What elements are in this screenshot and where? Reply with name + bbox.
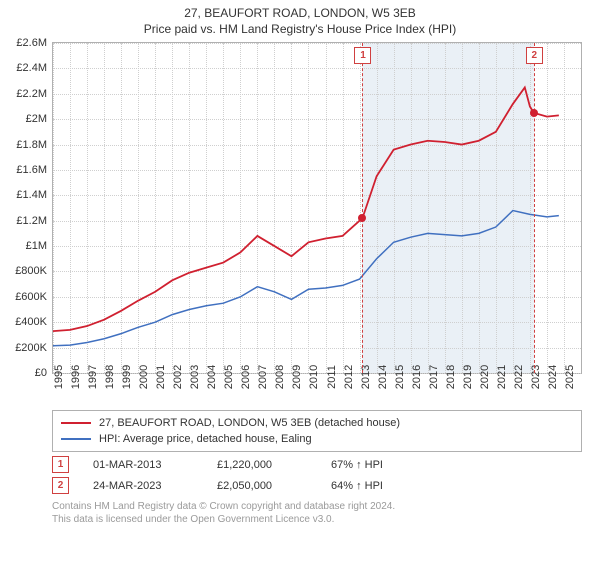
event-number-box: 2 [52,477,69,494]
footer-line-1: Contains HM Land Registry data © Crown c… [52,500,582,513]
series-line [53,211,559,346]
page-subtitle: Price paid vs. HM Land Registry's House … [0,22,600,36]
event-data-row: 2 24-MAR-2023 £2,050,000 64% ↑ HPI [52,477,582,494]
y-axis-label: £2.2M [16,88,47,100]
event-line [534,43,535,373]
y-axis-label: £1.8M [16,139,47,151]
y-axis-label: £1.4M [16,189,47,201]
y-axis-label: £0 [35,367,47,379]
event-data-row: 1 01-MAR-2013 £1,220,000 67% ↑ HPI [52,456,582,473]
y-axis-label: £1.6M [16,164,47,176]
legend-label: 27, BEAUFORT ROAD, LONDON, W5 3EB (detac… [99,417,400,429]
event-dot [530,109,538,117]
y-axis-label: £2.4M [16,62,47,74]
legend-swatch [61,438,91,440]
legend: 27, BEAUFORT ROAD, LONDON, W5 3EB (detac… [52,410,582,452]
event-date: 24-MAR-2023 [93,480,193,492]
event-delta: 64% ↑ HPI [331,480,383,492]
y-axis-label: £800K [15,265,47,277]
event-marker-box: 1 [354,47,371,64]
page-title: 27, BEAUFORT ROAD, LONDON, W5 3EB [0,6,600,20]
legend-item: HPI: Average price, detached house, Eali… [61,431,573,447]
legend-label: HPI: Average price, detached house, Eali… [99,433,312,445]
event-line [362,43,363,373]
event-price: £1,220,000 [217,459,307,471]
chart-lines [53,43,581,373]
y-axis-label: £1.2M [16,215,47,227]
legend-item: 27, BEAUFORT ROAD, LONDON, W5 3EB (detac… [61,415,573,431]
event-price: £2,050,000 [217,480,307,492]
footer-text: Contains HM Land Registry data © Crown c… [52,500,582,526]
series-line [53,87,559,331]
y-axis-label: £600K [15,291,47,303]
event-dot [358,214,366,222]
y-axis-label: £2M [26,113,47,125]
footer-line-2: This data is licensed under the Open Gov… [52,513,582,526]
event-delta: 67% ↑ HPI [331,459,383,471]
price-chart: £0£200K£400K£600K£800K£1M£1.2M£1.4M£1.6M… [52,42,582,374]
event-date: 01-MAR-2013 [93,459,193,471]
y-axis-label: £1M [26,240,47,252]
legend-swatch [61,422,91,424]
y-axis-label: £200K [15,342,47,354]
y-axis-label: £400K [15,316,47,328]
event-number-box: 1 [52,456,69,473]
event-marker-box: 2 [526,47,543,64]
y-axis-label: £2.6M [16,37,47,49]
